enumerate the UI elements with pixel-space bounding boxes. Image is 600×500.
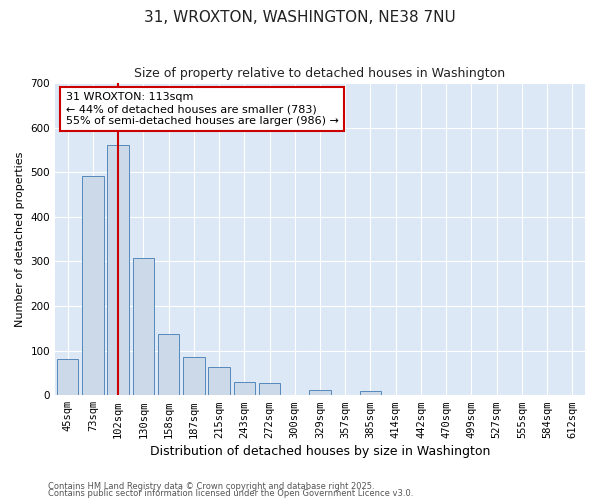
Bar — [259, 382, 280, 395]
Bar — [183, 358, 205, 395]
Bar — [57, 358, 79, 395]
Text: 31, WROXTON, WASHINGTON, NE38 7NU: 31, WROXTON, WASHINGTON, NE38 7NU — [144, 10, 456, 25]
Bar — [208, 367, 230, 395]
Bar — [233, 382, 255, 395]
Title: Size of property relative to detached houses in Washington: Size of property relative to detached ho… — [134, 68, 506, 80]
Bar — [360, 390, 381, 395]
Text: Contains HM Land Registry data © Crown copyright and database right 2025.: Contains HM Land Registry data © Crown c… — [48, 482, 374, 491]
Text: 31 WROXTON: 113sqm
← 44% of detached houses are smaller (783)
55% of semi-detach: 31 WROXTON: 113sqm ← 44% of detached hou… — [65, 92, 338, 126]
Bar — [107, 146, 129, 395]
X-axis label: Distribution of detached houses by size in Washington: Distribution of detached houses by size … — [150, 444, 490, 458]
Text: Contains public sector information licensed under the Open Government Licence v3: Contains public sector information licen… — [48, 490, 413, 498]
Bar — [82, 176, 104, 395]
Bar — [133, 258, 154, 395]
Bar — [158, 334, 179, 395]
Bar — [309, 390, 331, 395]
Y-axis label: Number of detached properties: Number of detached properties — [15, 152, 25, 327]
